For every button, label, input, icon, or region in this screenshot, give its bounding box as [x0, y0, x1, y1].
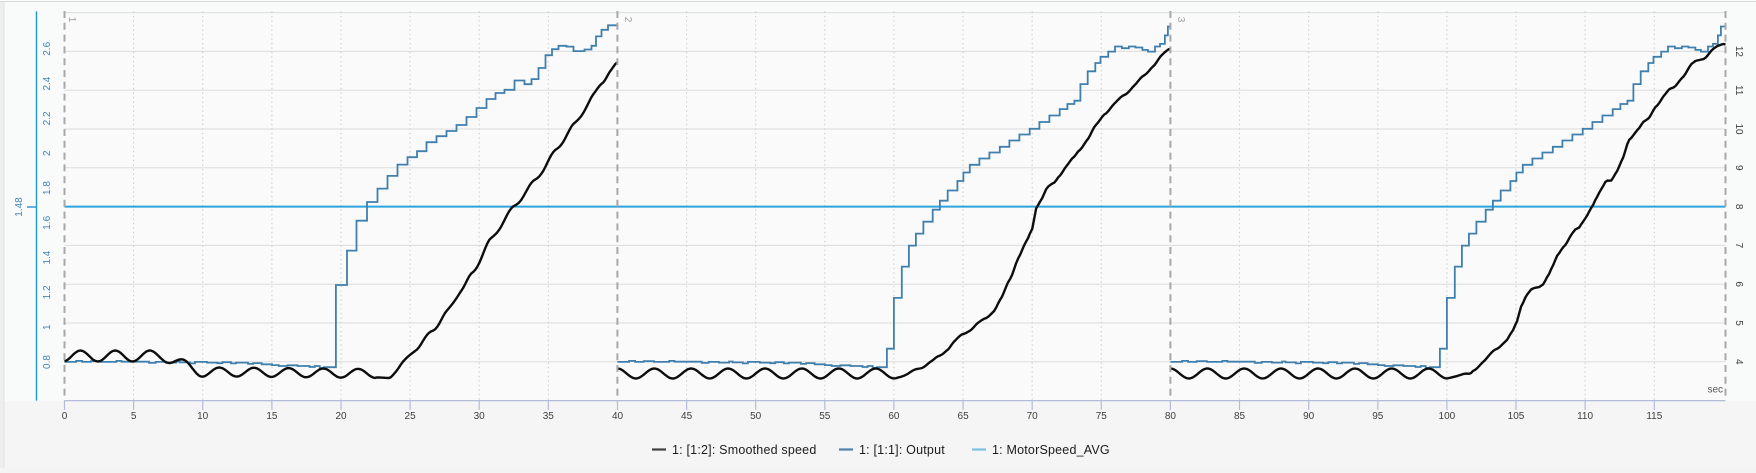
svg-text:105: 105 — [1508, 411, 1525, 422]
svg-text:11: 11 — [1733, 85, 1744, 96]
svg-text:0.8: 0.8 — [42, 355, 53, 369]
svg-text:25: 25 — [405, 411, 417, 422]
svg-text:115: 115 — [1646, 411, 1662, 422]
svg-text:10: 10 — [197, 411, 209, 422]
svg-text:50: 50 — [750, 411, 762, 422]
svg-text:3: 3 — [1175, 17, 1186, 23]
svg-text:1.4: 1.4 — [42, 250, 53, 264]
svg-text:60: 60 — [888, 411, 900, 422]
svg-text:7: 7 — [1733, 243, 1744, 249]
svg-text:5: 5 — [1733, 320, 1744, 326]
svg-text:85: 85 — [1234, 411, 1246, 422]
svg-text:15: 15 — [266, 411, 278, 422]
svg-text:sec: sec — [1707, 385, 1723, 396]
svg-text:70: 70 — [1027, 411, 1039, 422]
svg-text:5: 5 — [131, 411, 137, 422]
svg-text:40: 40 — [612, 411, 624, 422]
svg-text:55: 55 — [819, 411, 831, 422]
svg-text:1.48: 1.48 — [14, 197, 25, 217]
svg-text:8: 8 — [1733, 204, 1744, 210]
svg-text:2.6: 2.6 — [42, 41, 53, 55]
svg-text:1.6: 1.6 — [42, 215, 53, 229]
svg-text:80: 80 — [1165, 411, 1177, 422]
svg-text:20: 20 — [335, 411, 347, 422]
svg-text:1: MotorSpeed_AVG: 1: MotorSpeed_AVG — [992, 443, 1110, 457]
svg-text:1.8: 1.8 — [42, 181, 53, 195]
svg-text:1: [1:2]: Smoothed speed: 1: [1:2]: Smoothed speed — [672, 443, 816, 457]
svg-text:35: 35 — [543, 411, 555, 422]
svg-text:100: 100 — [1439, 411, 1456, 422]
svg-text:2: 2 — [622, 17, 633, 23]
svg-text:10: 10 — [1733, 123, 1744, 135]
svg-text:95: 95 — [1372, 411, 1384, 422]
svg-text:65: 65 — [958, 411, 970, 422]
svg-text:30: 30 — [474, 411, 486, 422]
svg-text:12: 12 — [1733, 46, 1744, 58]
svg-text:45: 45 — [681, 411, 693, 422]
svg-text:1: 1 — [42, 324, 53, 330]
svg-text:90: 90 — [1303, 411, 1315, 422]
svg-text:2.2: 2.2 — [42, 111, 53, 125]
svg-text:1: [1:1]: Output: 1: [1:1]: Output — [859, 443, 945, 457]
svg-text:0: 0 — [62, 411, 68, 422]
svg-text:1: 1 — [66, 17, 77, 23]
svg-text:110: 110 — [1577, 411, 1593, 422]
svg-text:2.4: 2.4 — [42, 76, 53, 90]
svg-text:6: 6 — [1733, 281, 1744, 287]
svg-text:75: 75 — [1096, 411, 1108, 422]
svg-text:1.2: 1.2 — [42, 285, 53, 299]
svg-text:4: 4 — [1733, 359, 1744, 365]
svg-text:2: 2 — [42, 150, 53, 156]
svg-text:9: 9 — [1733, 165, 1744, 171]
